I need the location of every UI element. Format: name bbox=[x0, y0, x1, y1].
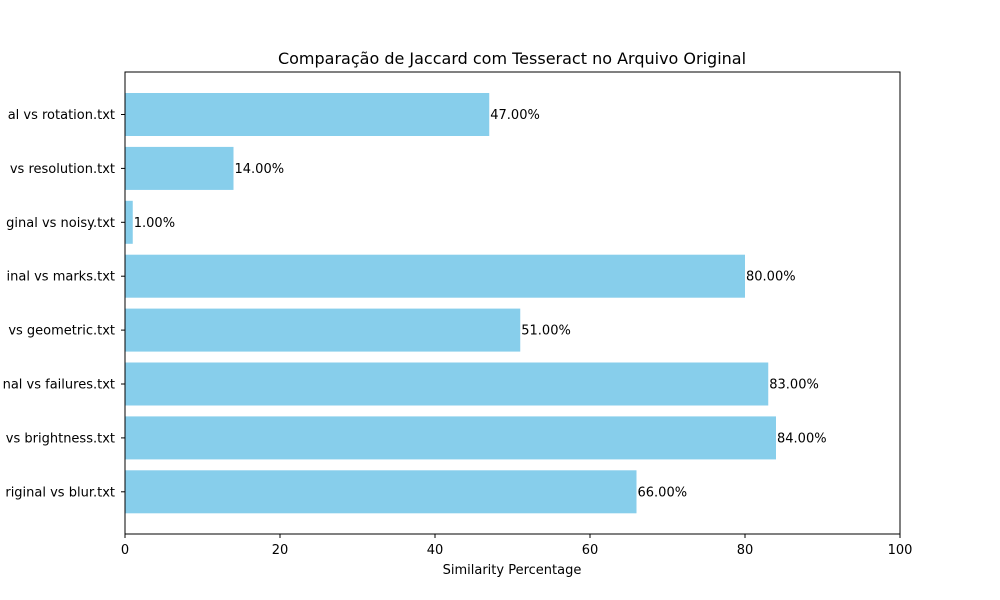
bar-value-label: 84.00% bbox=[777, 431, 827, 446]
bar-value-label: 47.00% bbox=[490, 108, 540, 123]
data-labels-layer: 47.00% 14.00% 1.00% 80.00% 51.00% 83.00% 84.00… bbox=[134, 108, 827, 500]
y-tick-label: al vs rotation.txt bbox=[8, 108, 115, 123]
x-tick-label: 60 bbox=[582, 543, 599, 558]
y-axis-ticks: al vs rotation.txt vs resolution.txt ginal… bbox=[3, 108, 125, 500]
y-tick-label: vs brightness.txt bbox=[6, 431, 115, 446]
y-tick-label: vs resolution.txt bbox=[10, 162, 115, 177]
bar-4 bbox=[125, 308, 521, 352]
bar-value-label: 14.00% bbox=[235, 162, 285, 177]
x-tick-label: 20 bbox=[272, 543, 289, 558]
bar-5 bbox=[125, 362, 769, 406]
x-axis-label: Similarity Percentage bbox=[443, 563, 582, 578]
y-tick-label: vs geometric.txt bbox=[8, 324, 115, 339]
bars-layer bbox=[125, 93, 776, 514]
bar-1 bbox=[125, 146, 234, 190]
plot-frame bbox=[124, 71, 901, 535]
y-tick-label: riginal vs blur.txt bbox=[5, 485, 115, 500]
bar-value-label: 1.00% bbox=[134, 216, 175, 231]
y-tick-label: ginal vs noisy.txt bbox=[6, 216, 115, 231]
x-tick-label: 0 bbox=[121, 543, 129, 558]
chart-title: Comparação de Jaccard com Tesseract no A… bbox=[278, 49, 746, 68]
x-tick-label: 80 bbox=[737, 543, 754, 558]
y-tick-label: nal vs failures.txt bbox=[3, 378, 115, 393]
bar-value-label: 83.00% bbox=[769, 378, 819, 393]
y-tick-label: inal vs marks.txt bbox=[7, 270, 115, 285]
bar-7 bbox=[125, 470, 637, 514]
bar-0 bbox=[125, 93, 490, 136]
x-axis-ticks: 0 20 40 60 80 100 bbox=[121, 534, 913, 558]
bar-value-label: 66.00% bbox=[638, 485, 688, 500]
bar-6 bbox=[125, 416, 776, 460]
x-tick-label: 100 bbox=[888, 543, 913, 558]
bar-2 bbox=[125, 200, 133, 244]
bar-value-label: 80.00% bbox=[746, 270, 796, 285]
x-tick-label: 40 bbox=[427, 543, 444, 558]
bar-3 bbox=[125, 254, 745, 298]
bar-value-label: 51.00% bbox=[521, 324, 571, 339]
